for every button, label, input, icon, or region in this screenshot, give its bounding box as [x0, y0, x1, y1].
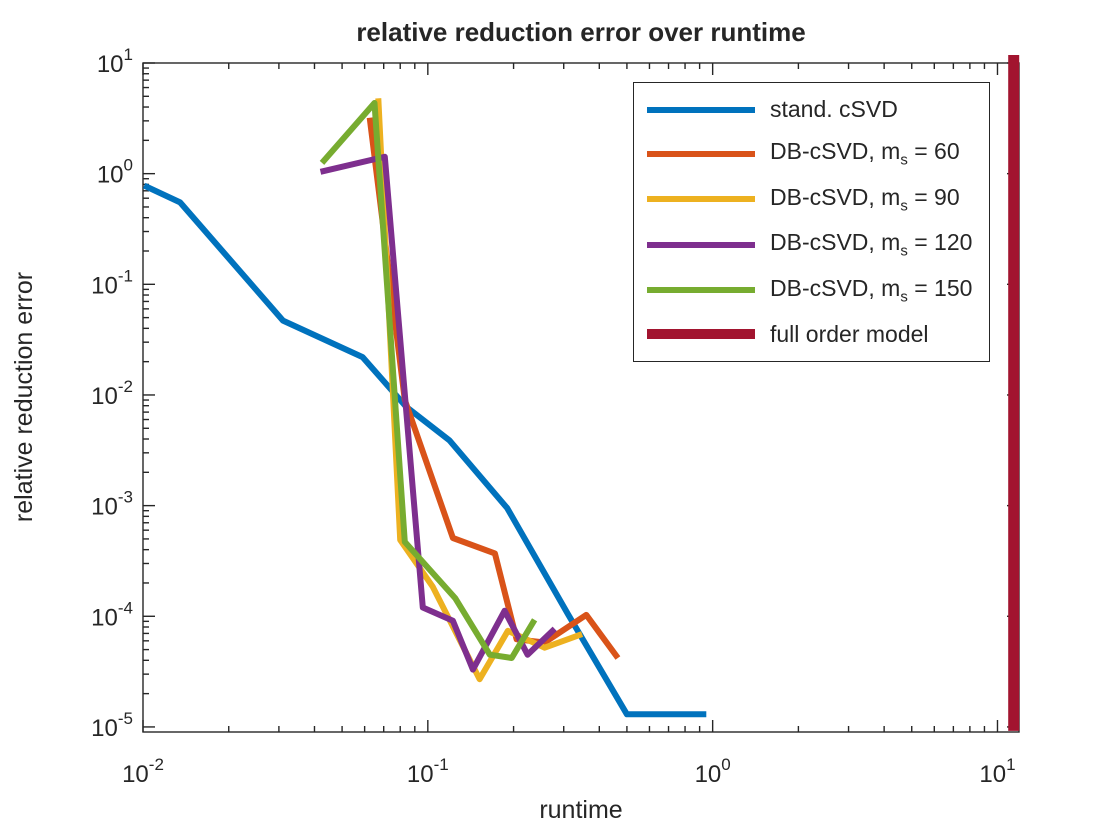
legend-item-label: DB-cSVD, ms = 60: [770, 138, 960, 169]
tick-label: 100: [695, 755, 731, 788]
legend-item-2: DB-cSVD, ms = 90: [634, 184, 989, 215]
legend: stand. cSVD DB-cSVD, ms = 60 DB-cSVD, ms =…: [633, 82, 990, 362]
legend-item-label: DB-cSVD, ms = 150: [770, 275, 973, 306]
legend-item-label: stand. cSVD: [770, 96, 898, 123]
series-line-db-csvd-m-s-90: [375, 98, 584, 683]
x-axis-label: runtime: [539, 796, 622, 824]
legend-item-label: DB-cSVD, ms = 90: [770, 183, 960, 215]
series-line-db-csvd-m-s-150: [319, 100, 538, 661]
legend-line-sample: [647, 150, 755, 157]
tick-label: 10-4: [91, 598, 133, 631]
tick-label: 10-2: [91, 377, 133, 410]
chart-title: relative reduction error over runtime: [356, 17, 805, 47]
series-line-db-csvd-m-s-120: [319, 153, 557, 673]
tick-label: 100: [97, 156, 133, 189]
legend-item-1: DB-cSVD, ms = 60: [634, 138, 989, 169]
legend-line-sample: [647, 196, 755, 203]
legend-item-label: DB-cSVD, ms = 120: [770, 229, 973, 261]
tick-label: 10-5: [91, 709, 133, 742]
tick-label: 10-1: [407, 755, 449, 788]
tick-label: 10-3: [91, 488, 133, 521]
tick-label: 101: [979, 755, 1015, 788]
legend-line-sample: [647, 106, 755, 113]
y-axis-label: relative reduction error: [10, 272, 38, 522]
legend-line-sample: [647, 241, 755, 248]
legend-item-0: stand. cSVD: [634, 96, 989, 123]
legend-item-3: DB-cSVD, ms = 120: [634, 229, 989, 260]
tick-label: 10-2: [122, 755, 164, 788]
legend-item-5: full order model: [634, 321, 989, 348]
legend-line-sample: [647, 287, 755, 294]
legend-item-label: full order model: [770, 320, 929, 347]
series-layer: [143, 98, 707, 718]
series-line-db-csvd-m-s-60: [366, 117, 621, 660]
series-line-stand-csvd: [143, 182, 707, 718]
tick-label: 10-1: [91, 266, 133, 299]
tick-label-layer: 10-2 10-1 100 101 101 100 10-1 10-2 10-3 10-4 10-5: [91, 45, 1015, 788]
tick-label: 101: [97, 45, 133, 78]
legend-line-sample: [647, 329, 755, 340]
legend-item-4: DB-cSVD, ms = 150: [634, 275, 989, 306]
